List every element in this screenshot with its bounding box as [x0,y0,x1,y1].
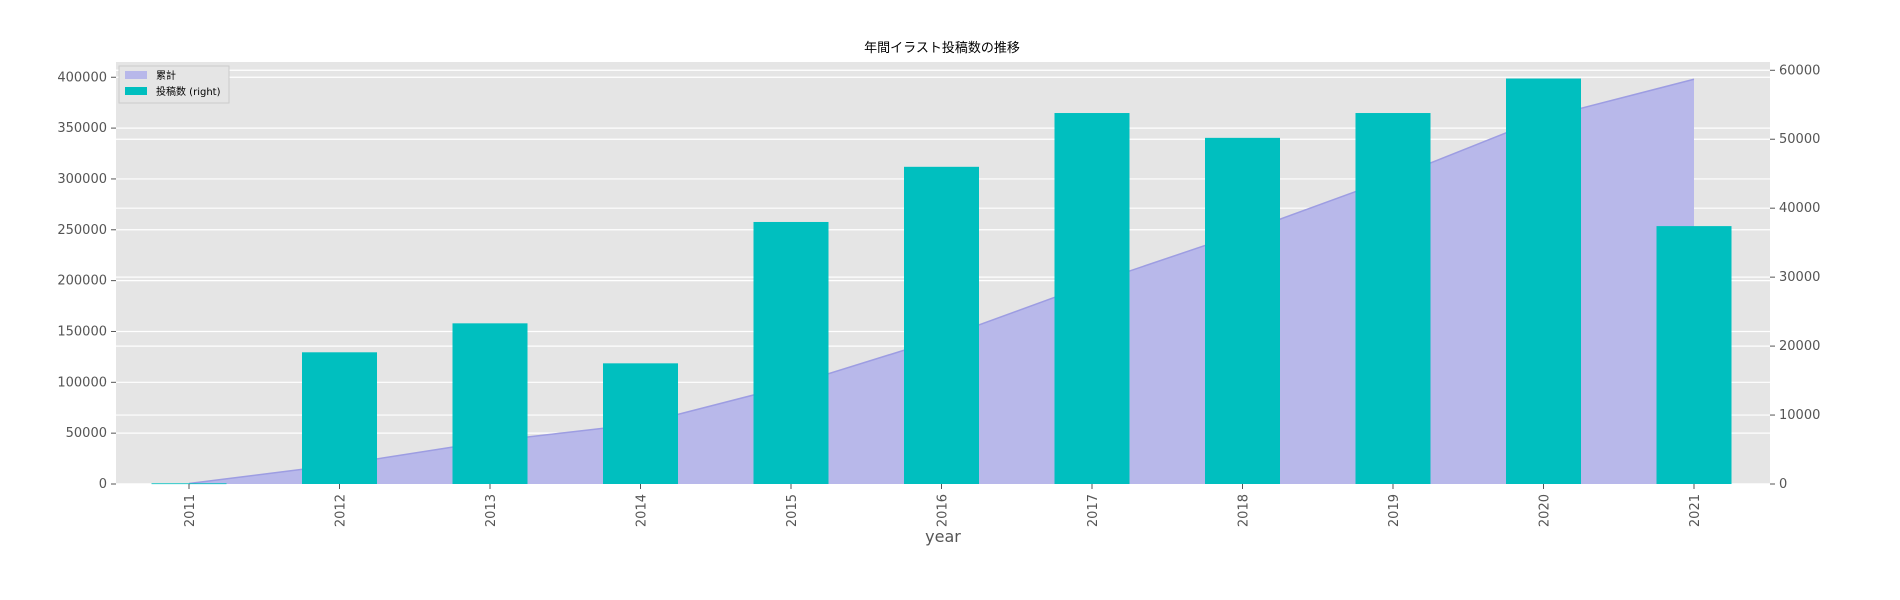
right-y-axis: 0 10000 20000 30000 40000 50000 60000 [1770,63,1820,492]
x-tick-label: 2017 [1086,494,1101,527]
legend-swatch-cumulative [125,71,147,79]
bar-2015 [753,221,829,484]
x-axis: 2011 2012 2013 2014 2015 2016 2017 2018 2019 2020… [183,484,1703,527]
x-axis-label: year [925,527,961,546]
legend-label-posts: 投稿数 (right) [156,85,221,98]
x-tick-label: 2020 [1538,494,1553,527]
right-tick-label: 10000 [1779,408,1820,423]
x-tick-label: 2016 [936,494,951,527]
bar-2019 [1355,113,1431,484]
posts-bar-series [151,78,1732,485]
area-fill [189,79,1694,484]
x-tick-label: 2015 [785,494,800,527]
bar-2016 [904,166,979,484]
left-tick-label: 0 [99,477,107,492]
x-tick-label: 2011 [183,494,198,527]
bar-2018 [1205,137,1280,484]
bar-2011 [151,483,227,485]
bar-2017 [1054,113,1130,484]
bar-2012 [302,352,377,484]
x-tick-label: 2013 [484,494,499,527]
legend-label-cumulative: 累計 [156,69,176,82]
left-tick-label: 300000 [57,172,107,187]
left-tick-label: 250000 [57,223,107,238]
x-tick-label: 2021 [1688,494,1703,527]
left-tick-label: 400000 [57,70,107,85]
bar-2014 [603,363,678,484]
right-tick-label: 50000 [1779,132,1820,147]
left-y-axis: 0 50000 100000 150000 200000 250000 300000 3500… [57,70,116,492]
left-tick-label: 150000 [57,324,107,339]
left-tick-label: 350000 [57,121,107,136]
x-tick-label: 2019 [1387,494,1402,527]
bar-2020 [1506,78,1581,485]
bar-2021 [1656,226,1732,484]
chart-title: 年間イラスト投稿数の推移 [864,40,1020,56]
bar-2013 [452,323,528,484]
left-tick-label: 200000 [57,274,107,289]
x-tick-label: 2018 [1237,494,1252,527]
left-tick-label: 100000 [57,375,107,390]
left-tick-label: 50000 [66,426,107,441]
right-tick-label: 20000 [1779,339,1820,354]
legend-swatch-posts [125,87,147,95]
x-tick-label: 2012 [334,494,349,527]
legend: 累計 投稿数 (right) [118,65,230,104]
x-tick-label: 2014 [635,494,650,527]
right-tick-label: 0 [1779,477,1787,492]
right-tick-label: 40000 [1779,201,1820,216]
right-tick-label: 60000 [1779,63,1820,78]
right-tick-label: 30000 [1779,270,1820,285]
